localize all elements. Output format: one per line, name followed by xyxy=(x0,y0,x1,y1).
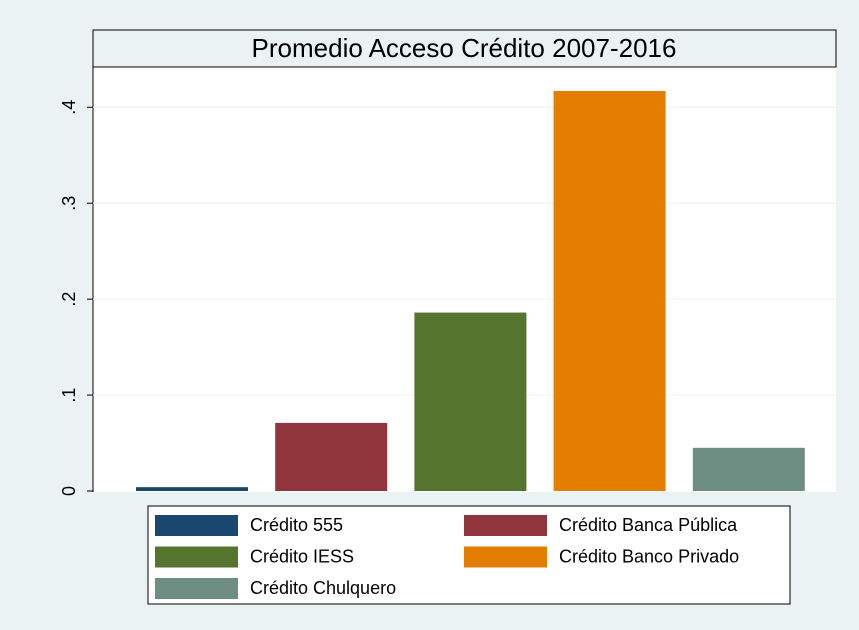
legend-swatch xyxy=(464,515,547,536)
legend-swatch xyxy=(155,546,238,568)
y-tick-label: .3 xyxy=(59,196,79,211)
bar xyxy=(136,487,248,491)
legend-label: Crédito IESS xyxy=(250,546,354,566)
bar xyxy=(692,447,805,491)
bar xyxy=(414,312,527,491)
y-tick-label: 0 xyxy=(59,486,79,496)
y-tick-label: .2 xyxy=(59,292,79,307)
bar xyxy=(275,422,388,491)
chart-title: Promedio Acceso Crédito 2007-2016 xyxy=(252,33,677,63)
y-tick-label: .1 xyxy=(59,388,79,403)
legend-swatch xyxy=(464,546,547,568)
legend-swatch xyxy=(155,578,238,599)
legend-label: Crédito Banco Privado xyxy=(559,546,739,566)
legend-label: Crédito Banca Pública xyxy=(559,515,738,535)
bar xyxy=(553,90,666,491)
legend-label: Crédito Chulquero xyxy=(250,578,396,598)
title-box xyxy=(92,29,837,68)
legend-swatch xyxy=(155,515,238,536)
legend-label: Crédito 555 xyxy=(250,515,343,535)
y-tick-label: .4 xyxy=(59,100,79,115)
